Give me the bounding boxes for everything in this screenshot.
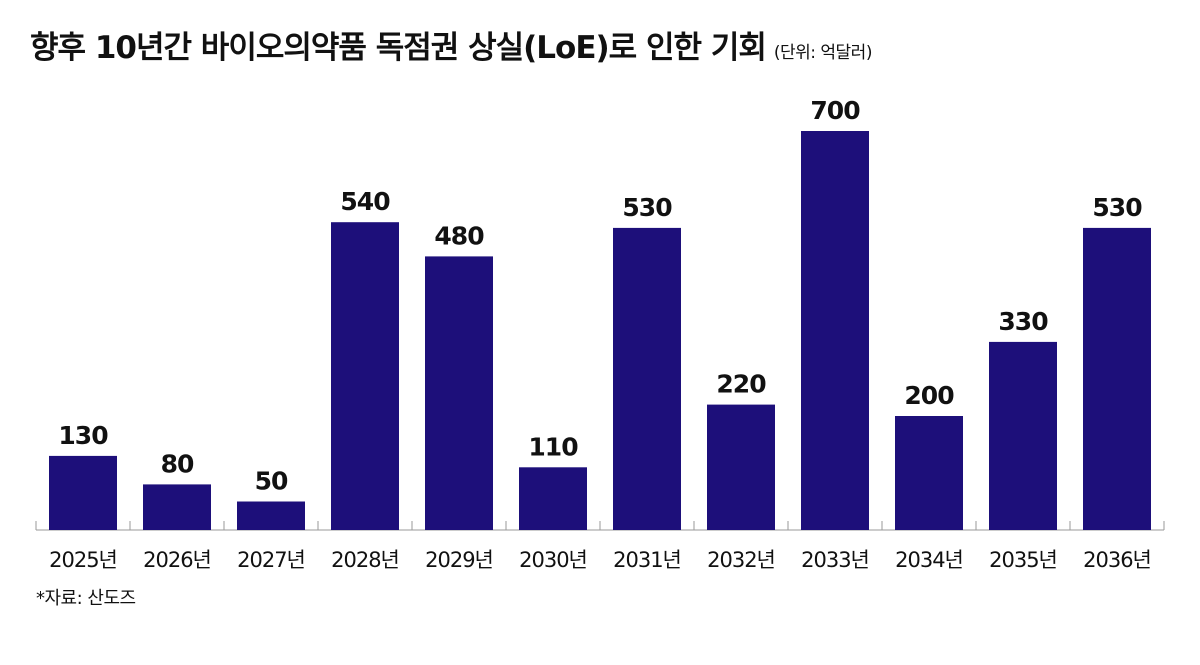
bar	[519, 467, 587, 530]
x-tick-label: 2030년	[519, 548, 587, 572]
unit-label: (단위: 억달러)	[773, 43, 873, 63]
data-label: 50	[255, 467, 288, 496]
x-tick-label: 2031년	[613, 548, 681, 572]
bar	[49, 455, 117, 530]
x-tick-label: 2029년	[425, 548, 493, 572]
data-label: 330	[998, 307, 1048, 336]
data-label: 530	[622, 193, 672, 222]
chart-title: 향후 10년간 바이오의약품 독점권 상실(LoE)로 인한 기회	[30, 30, 767, 66]
x-tick-label: 2026년	[143, 548, 211, 572]
bar	[425, 256, 493, 530]
bar	[331, 222, 399, 530]
data-label: 110	[528, 432, 578, 461]
data-label: 80	[161, 449, 194, 478]
data-label: 530	[1092, 193, 1142, 222]
bar	[989, 341, 1057, 530]
data-label: 540	[340, 187, 390, 216]
x-tick-label: 2035년	[989, 548, 1057, 572]
x-tick-label: 2027년	[237, 548, 305, 572]
source-note: *자료: 산도즈	[36, 588, 136, 609]
bar	[613, 227, 681, 530]
chart-header: 향후 10년간 바이오의약품 독점권 상실(LoE)로 인한 기회 (단위: 억달…	[30, 22, 872, 67]
bar	[801, 131, 869, 530]
x-tick-label: 2028년	[331, 548, 399, 572]
x-tick-label: 2033년	[801, 548, 869, 572]
data-label: 200	[904, 381, 954, 410]
bar	[707, 404, 775, 530]
data-label: 130	[58, 421, 108, 450]
bar	[237, 501, 305, 530]
data-label: 480	[434, 221, 484, 250]
x-tick-label: 2036년	[1083, 548, 1151, 572]
bar	[143, 484, 211, 530]
data-label: 700	[810, 96, 860, 125]
x-tick-label: 2034년	[895, 548, 963, 572]
x-tick-label: 2025년	[49, 548, 117, 572]
bar	[1083, 227, 1151, 530]
data-label: 220	[716, 370, 766, 399]
x-tick-label: 2032년	[707, 548, 775, 572]
bar	[895, 416, 963, 530]
